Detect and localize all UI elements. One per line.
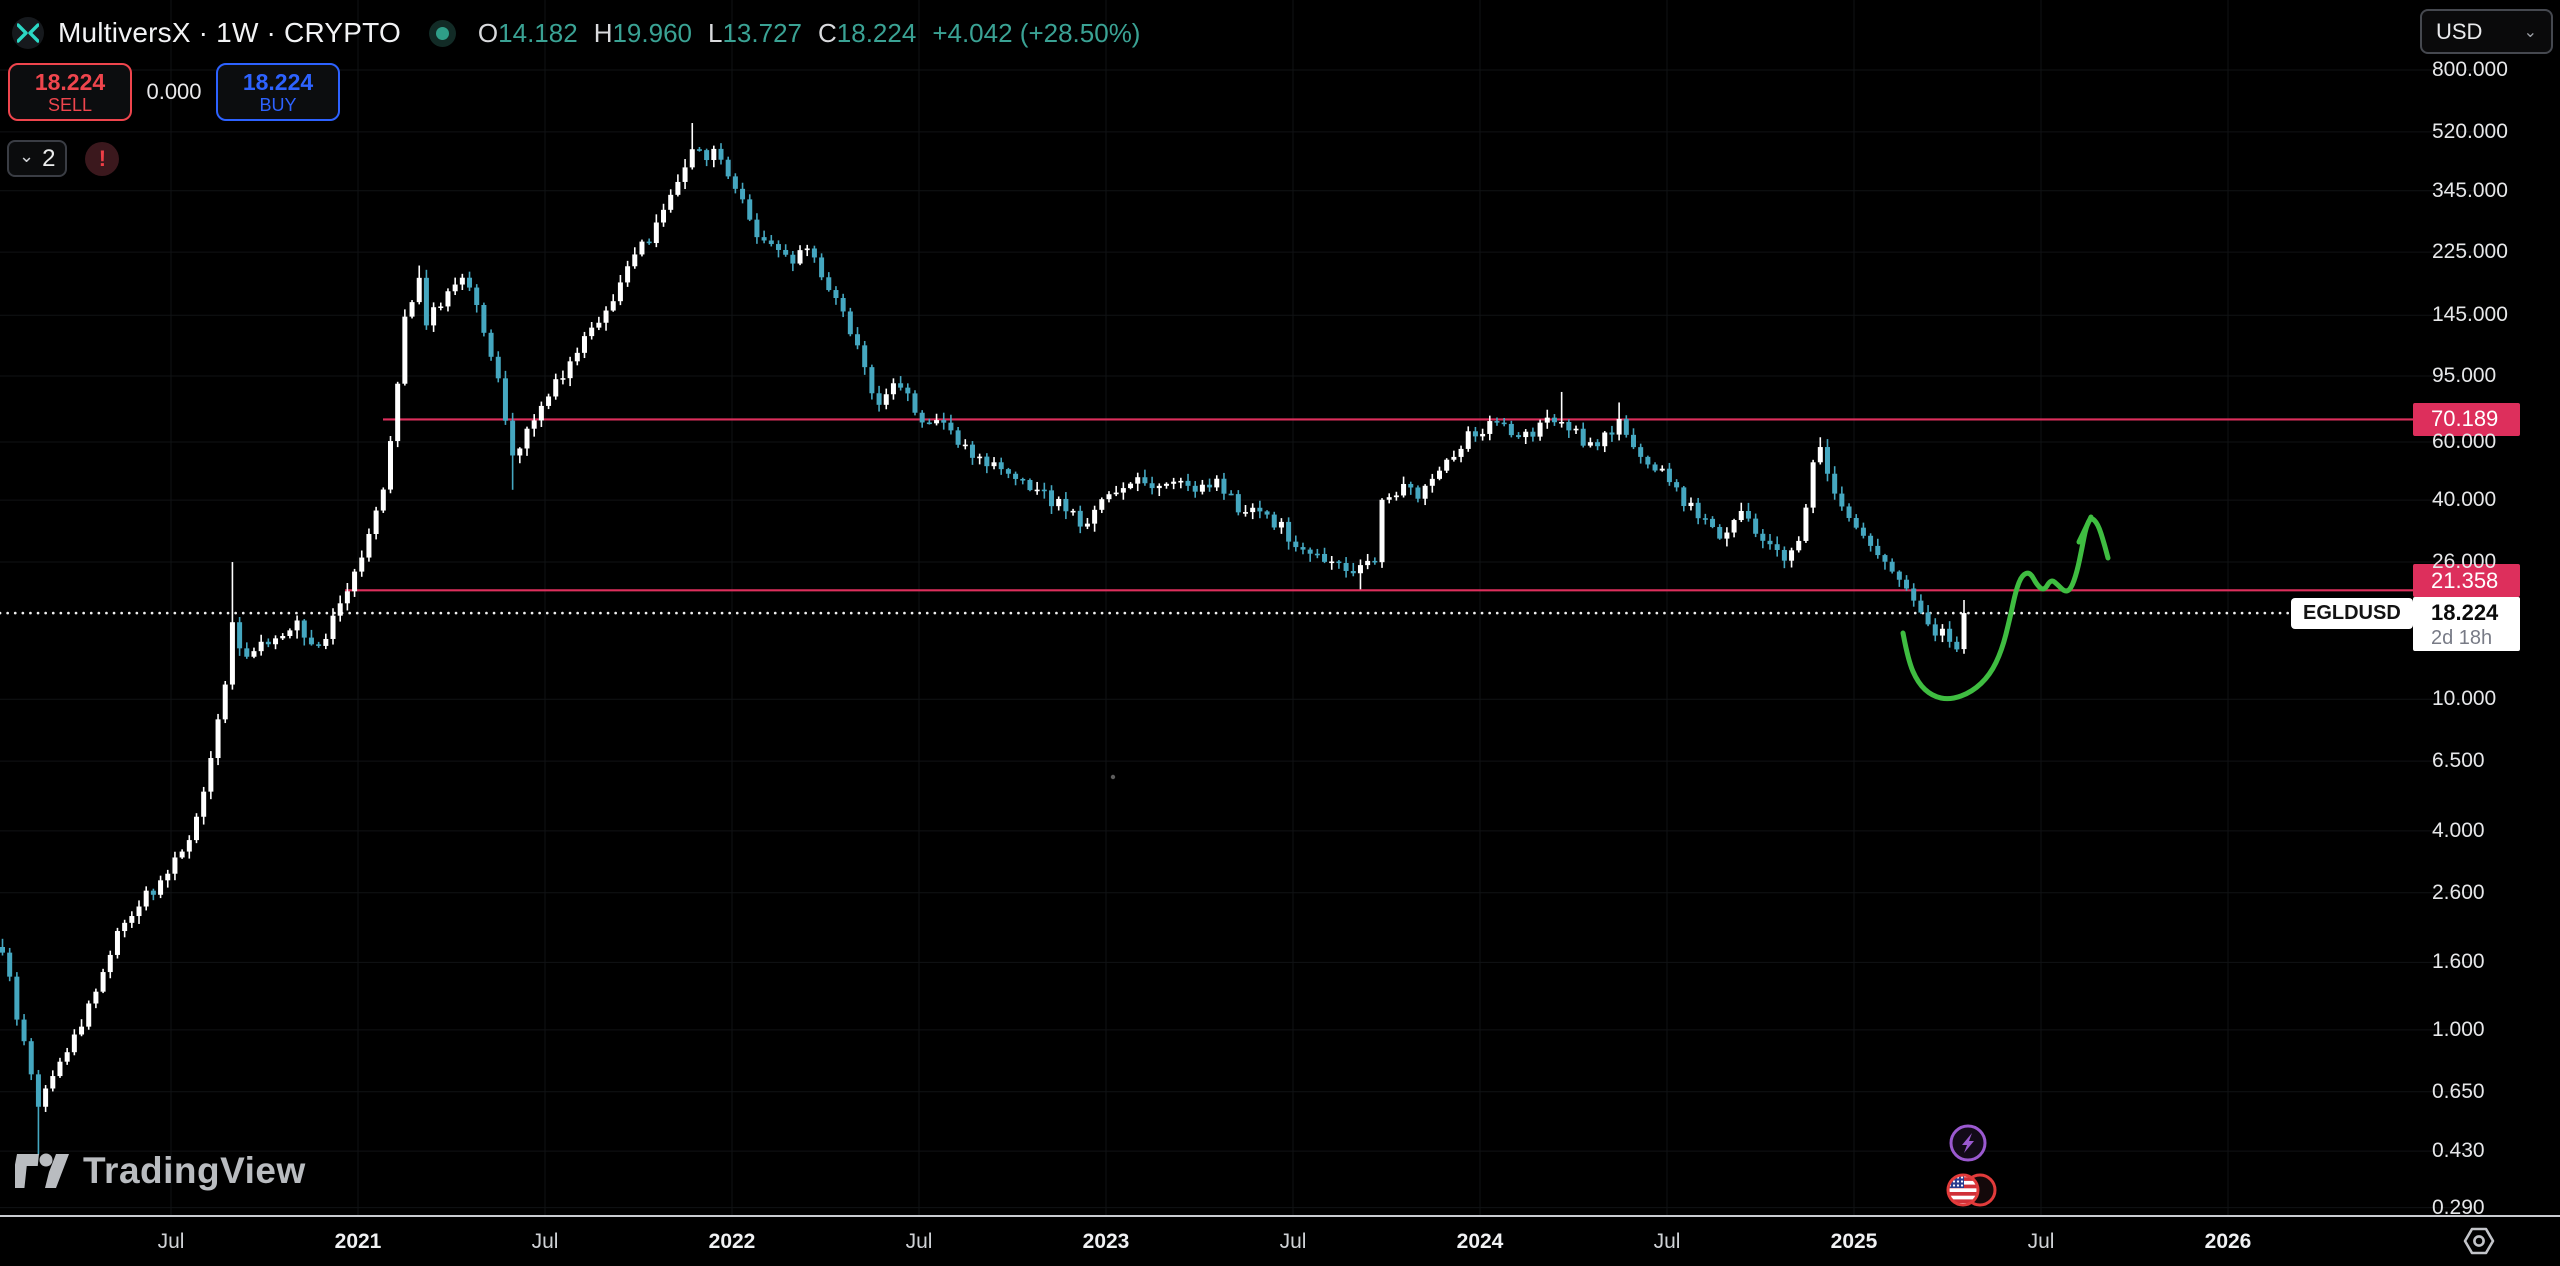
price-tick-label: 26.000	[2432, 550, 2497, 574]
time-axis-month-label: Jul	[531, 1230, 559, 1253]
chevron-down-icon: ⌄	[2523, 23, 2537, 41]
price-tick-label: 0.430	[2432, 1139, 2485, 1163]
spread-value: 0.000	[146, 79, 202, 104]
low-label: L	[708, 17, 723, 48]
time-axis-year-label: 2021	[334, 1230, 382, 1253]
stray-dot	[1110, 774, 1116, 780]
low-value: 13.727	[722, 17, 802, 48]
market-status-dot	[435, 26, 449, 40]
price-tick-label: 4.000	[2432, 818, 2485, 842]
support-price-label: 21.358	[2413, 564, 2520, 598]
resistance-price-label: 70.189	[2413, 402, 2520, 436]
last-price-label: 18.224 2d 18h	[2413, 597, 2520, 652]
trade-panel: 18.224 SELL 0.000 18.224 BUY	[8, 63, 340, 121]
close-label: C	[818, 17, 837, 48]
price-tick-label: 800.000	[2432, 58, 2508, 81]
price-tick-label: 225.000	[2432, 240, 2508, 264]
price-tick-label: 10.000	[2432, 687, 2497, 711]
us-flag-event-icon[interactable]	[1946, 1173, 1997, 1207]
warning-badge[interactable]: !	[85, 141, 120, 176]
price-tick-label: 145.000	[2432, 303, 2508, 327]
candlestick-series	[0, 123, 1967, 1155]
chart-controls: ⌄ 2 !	[7, 140, 120, 177]
price-tick-label: 2.600	[2432, 880, 2485, 904]
price-tick-label: 60.000	[2432, 429, 2497, 453]
price-tick-label: 40.000	[2432, 488, 2497, 512]
price-tick-label: 345.000	[2432, 178, 2508, 202]
change-value: +4.042 (+28.50%)	[932, 17, 1141, 48]
price-tick-label: 0.290	[2432, 1195, 2485, 1219]
bar-countdown: 2d 18h	[2431, 626, 2493, 649]
sell-button[interactable]: 18.224 SELL	[8, 63, 132, 121]
sell-label: SELL	[47, 95, 93, 115]
multiversx-logo-icon	[12, 17, 44, 49]
axis-settings-gear-icon[interactable]	[2462, 1225, 2496, 1257]
price-tick-label: 6.500	[2432, 749, 2485, 773]
price-level-lines[interactable]	[345, 418, 2475, 592]
market-status-icon[interactable]	[428, 19, 456, 47]
tradingview-logo[interactable]: TradingView	[15, 1148, 306, 1194]
last-price-value: 18.224	[2431, 599, 2499, 625]
axis-separator	[0, 1215, 2560, 1217]
price-tick-label: 1.000	[2432, 1017, 2485, 1041]
price-tick-label: 1.600	[2432, 950, 2485, 974]
open-label: O	[477, 17, 499, 48]
time-axis-year-label: 2025	[1830, 1230, 1878, 1253]
open-value: 14.182	[498, 17, 578, 48]
high-label: H	[593, 17, 613, 48]
high-value: 19.960	[612, 17, 692, 48]
sell-price: 18.224	[34, 69, 106, 95]
currency-dropdown[interactable]: USD ⌄	[2420, 9, 2553, 54]
chevron-down-icon: ⌄	[19, 146, 35, 166]
price-tick-label: 520.000	[2432, 119, 2508, 143]
time-axis-year-label: 2024	[1456, 1230, 1504, 1253]
tradingview-logo-icon	[15, 1153, 69, 1188]
buy-label: BUY	[259, 95, 297, 115]
time-axis-month-label: Jul	[2027, 1230, 2055, 1253]
symbol-title[interactable]: MultiversX · 1W · CRYPTO	[58, 17, 401, 48]
grid	[0, 0, 2475, 1215]
price-tick-label: 0.650	[2432, 1079, 2485, 1103]
layout-count-value: 2	[42, 144, 56, 172]
time-axis-month-label: Jul	[1279, 1230, 1307, 1253]
symbol-price-tag: EGLDUSD	[2291, 598, 2413, 630]
hand-drawn-arrow-annotation[interactable]	[1900, 514, 2111, 702]
time-axis-month-label: Jul	[905, 1230, 933, 1253]
time-axis-month-label: Jul	[157, 1230, 185, 1253]
tradingview-logo-text: TradingView	[83, 1150, 306, 1191]
currency-value: USD	[2436, 18, 2483, 44]
symbol-header: MultiversX · 1W · CRYPTO O 14.182 H 19.960 L…	[12, 12, 1140, 54]
buy-button[interactable]: 18.224 BUY	[216, 63, 340, 121]
buy-price: 18.224	[242, 69, 314, 95]
time-axis-month-label: Jul	[1653, 1230, 1681, 1253]
price-tick-label: 95.000	[2432, 363, 2497, 387]
layout-count-dropdown[interactable]: ⌄ 2	[7, 140, 68, 177]
time-axis-year-label: 2023	[1082, 1230, 1130, 1253]
close-value: 18.224	[836, 17, 917, 48]
time-axis-year-label: 2026	[2204, 1230, 2252, 1253]
time-axis-year-label: 2022	[708, 1230, 756, 1253]
lightning-event-icon[interactable]	[1949, 1124, 1987, 1162]
ohlc-readout: O 14.182 H 19.960 L 13.727 C 18.224 +4.042 (+28.…	[478, 18, 1141, 49]
